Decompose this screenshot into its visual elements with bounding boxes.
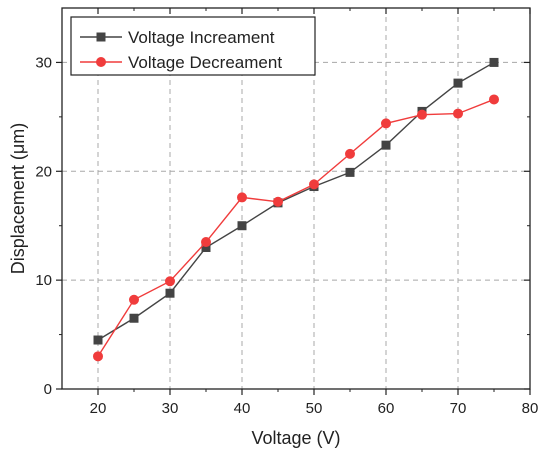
data-point [237, 192, 247, 203]
data-point [309, 179, 319, 190]
data-point [489, 57, 499, 67]
legend-label: Voltage Increament [128, 28, 275, 47]
data-point [417, 109, 427, 120]
y-tick-label: 30 [35, 54, 52, 71]
x-axis-title: Voltage (V) [251, 428, 340, 448]
data-point [165, 276, 175, 287]
data-point [93, 335, 103, 345]
plot-frame [61, 7, 531, 390]
data-point [129, 294, 139, 305]
data-point [201, 242, 211, 252]
data-point [237, 221, 247, 231]
data-point [381, 118, 391, 129]
y-axis-title: Displacement (μm) [8, 123, 28, 274]
data-point [93, 351, 103, 362]
x-tick-label: 70 [450, 400, 467, 417]
data-point [453, 78, 463, 88]
data-point [129, 313, 139, 323]
series-line [97, 98, 495, 357]
data-point [489, 94, 499, 105]
legend-swatch-marker [96, 57, 106, 67]
x-tick-label: 80 [522, 400, 539, 417]
x-tick-label: 30 [162, 400, 179, 417]
data-point [345, 148, 355, 159]
data-point [345, 167, 355, 177]
series-1 [93, 57, 499, 345]
legend: Voltage Increament Voltage Decreament [70, 16, 316, 76]
x-tick-label: 40 [234, 400, 251, 417]
x-tick-label: 60 [378, 400, 395, 417]
series-layer [93, 57, 499, 362]
series-line [97, 61, 495, 341]
axis-ticks: 20 30 40 50 60 70 80 0 10 20 30 [35, 8, 538, 417]
legend-box [70, 16, 316, 76]
data-point [165, 288, 175, 298]
data-point [381, 140, 391, 150]
legend-label: Voltage Decreament [128, 53, 282, 72]
data-point [453, 108, 463, 119]
series-2 [93, 94, 499, 362]
x-tick-label: 50 [306, 400, 323, 417]
data-point [273, 196, 283, 207]
legend-swatch-marker [96, 32, 106, 42]
y-tick-label: 10 [35, 272, 52, 289]
y-tick-label: 0 [44, 381, 52, 398]
x-tick-label: 20 [90, 400, 107, 417]
data-point [201, 237, 211, 248]
y-tick-label: 20 [35, 163, 52, 180]
